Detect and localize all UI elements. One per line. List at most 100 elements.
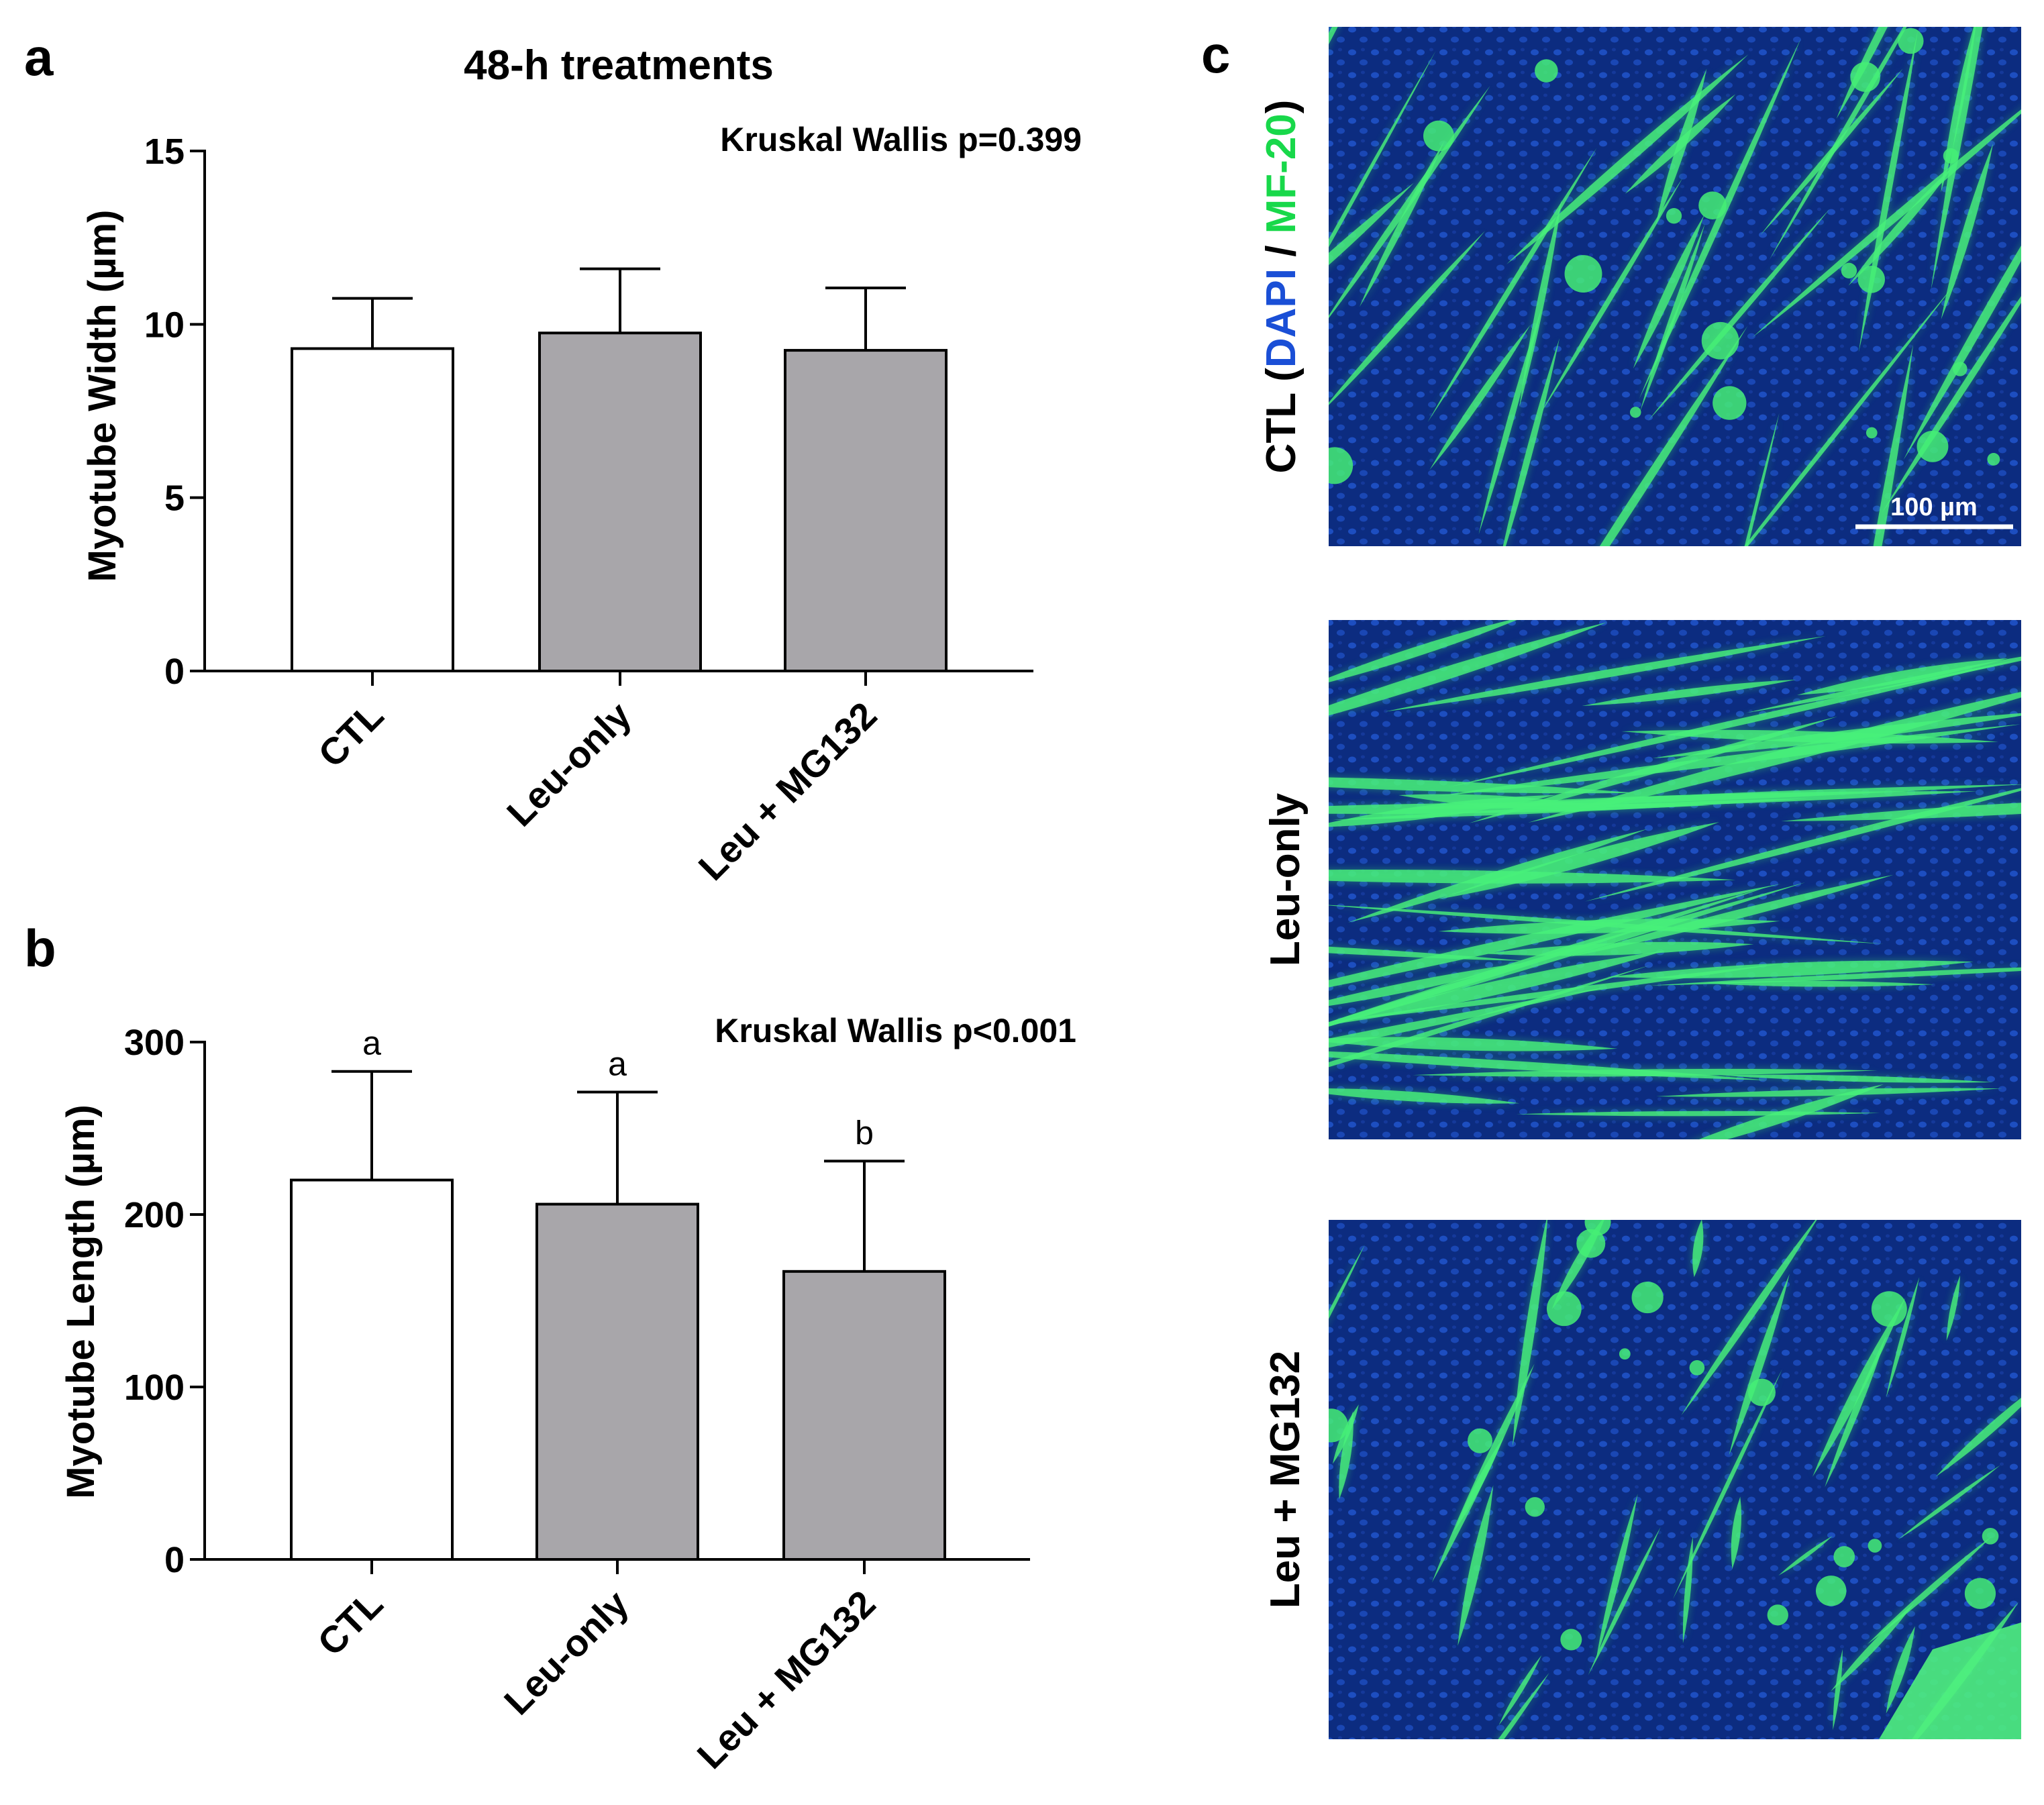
round-cell <box>1698 191 1727 220</box>
myotube <box>1778 1536 1833 1576</box>
y-tick-label: 10 <box>144 305 185 345</box>
myotube <box>1339 1411 1353 1500</box>
myotube <box>1946 1275 1960 1341</box>
myotube <box>1329 183 1414 266</box>
y-tick-label: 200 <box>124 1195 185 1235</box>
myotube <box>1744 282 1957 546</box>
myotube <box>1812 1298 1906 1477</box>
y-tick-label: 100 <box>124 1368 185 1408</box>
myotube <box>1447 659 2021 788</box>
myotube <box>1498 1655 1542 1726</box>
myotube <box>1760 68 1903 236</box>
myotube <box>1720 1074 1994 1083</box>
round-cell <box>1850 62 1880 93</box>
bar <box>538 331 702 672</box>
myotube <box>1672 1369 1782 1600</box>
myotube <box>1429 325 1531 470</box>
myotube <box>1329 869 1736 884</box>
chart-b-stat: Kruskal Wallis p<0.001 <box>715 1012 1076 1049</box>
round-cell <box>1329 1408 1348 1443</box>
myotube <box>1831 1603 1914 1692</box>
row-label-part: MF-20 <box>1258 113 1305 234</box>
x-tick-label: Leu + MG132 <box>689 1582 884 1777</box>
myotube <box>1655 68 1707 225</box>
round-cell <box>1560 1629 1582 1651</box>
myotube <box>1329 986 1608 1048</box>
myotube <box>1329 1088 1520 1104</box>
myotube <box>1329 964 1780 1023</box>
row-label-ctl: CTL (DAPI / MF-20) <box>1258 100 1305 474</box>
micrograph-ctl <box>1329 27 2021 546</box>
myotube <box>1941 143 1994 320</box>
round-cell <box>1525 1497 1545 1517</box>
myotube <box>1329 946 1527 962</box>
chart-b-myotube-length: a CTL a Leu-only b Leu + MG132 0 100 200 300 Myotu… <box>59 1023 1030 1777</box>
myotube <box>1745 656 2021 713</box>
myotube <box>1329 905 1884 944</box>
round-cell <box>1943 148 1959 164</box>
row-label-leu-only: Leu-only <box>1262 792 1309 966</box>
myotube <box>1329 962 1531 1007</box>
round-cell <box>1857 266 1886 293</box>
myotube <box>1329 622 1607 716</box>
panel-c-letter: c <box>1201 25 1230 84</box>
cell-cluster <box>1879 1622 2021 1739</box>
round-cell <box>1982 1527 1999 1545</box>
myotube <box>1427 148 1597 423</box>
myotube <box>1455 784 2021 808</box>
row-label-part: CTL ( <box>1258 368 1305 474</box>
myotube <box>1621 729 1998 744</box>
panel-b-letter: b <box>24 919 56 978</box>
round-cell <box>1701 321 1739 360</box>
round-cell <box>1423 120 1454 152</box>
myotube <box>1648 209 1830 421</box>
y-axis-label: Myotube Length (µm) <box>59 1104 103 1499</box>
scale-bar-label: 100 µm <box>1890 493 1978 521</box>
x-tick-label: CTL <box>309 1582 391 1664</box>
myotube <box>1329 50 1436 248</box>
round-cell <box>1898 28 1924 54</box>
micrograph-leu-mg132 <box>1329 1220 2021 1739</box>
myotube <box>1935 1398 2021 1477</box>
myotube <box>1781 803 2021 821</box>
y-axis-label: Myotube Width (µm) <box>81 210 124 582</box>
myotube <box>1833 1649 1843 1731</box>
round-cell <box>1713 386 1747 420</box>
myotube <box>1506 54 1749 264</box>
myotube <box>1329 950 1666 1025</box>
myotube <box>1797 658 2008 695</box>
y-tick-label: 300 <box>124 1023 185 1063</box>
significance-letter: a <box>362 1025 381 1062</box>
myotube <box>1329 884 1781 988</box>
myotube <box>1588 1527 1661 1675</box>
myotube <box>1582 679 1796 706</box>
round-cell <box>1535 59 1558 83</box>
x-tick-label: CTL <box>310 694 392 776</box>
myotube <box>1599 325 1748 546</box>
myotube <box>1498 1672 1549 1739</box>
bar <box>784 349 948 672</box>
bar <box>535 1202 699 1561</box>
chart-a-stat: Kruskal Wallis p=0.399 <box>720 121 1082 158</box>
row-label-leu-mg132: Leu + MG132 <box>1262 1351 1309 1608</box>
myotube <box>1329 231 1486 405</box>
row-label-part: Leu + MG132 <box>1262 1351 1309 1608</box>
y-tick-label: 15 <box>144 132 185 172</box>
myotube <box>1656 1088 2002 1097</box>
round-cell <box>1689 1360 1705 1376</box>
x-tick-label: Leu-only <box>499 694 640 835</box>
myotube <box>1731 1496 1742 1569</box>
myotube <box>1692 1220 1704 1278</box>
round-cell <box>1666 208 1682 224</box>
myotube <box>1898 1465 2000 1540</box>
significance-letter: a <box>608 1045 627 1083</box>
round-cell <box>1564 255 1602 293</box>
round-cell <box>1767 1604 1788 1626</box>
myotube <box>1329 965 1651 1068</box>
myotube <box>1329 1244 1365 1319</box>
round-cell <box>1987 453 2000 466</box>
myotube <box>1873 344 1914 546</box>
round-cell <box>1868 1539 1882 1553</box>
myotube <box>1729 1274 1790 1455</box>
myotube <box>1329 803 1710 814</box>
